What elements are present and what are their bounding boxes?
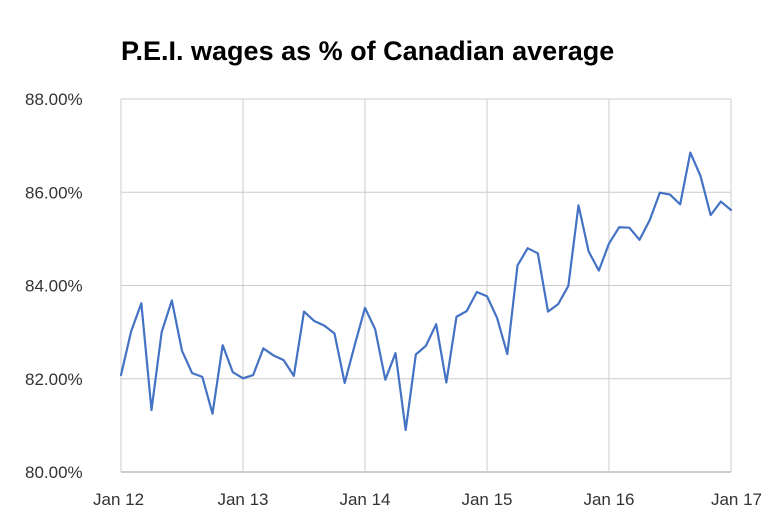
- y-axis-labels: 80.00% 82.00% 84.00% 86.00% 88.00%: [25, 90, 83, 482]
- x-tick-label: Jan 16: [583, 490, 634, 509]
- x-tick-label: Jan 15: [461, 490, 512, 509]
- x-axis-labels: Jan 12 Jan 13 Jan 14 Jan 15 Jan 16 Jan 17: [93, 490, 762, 509]
- x-tick-label: Jan 17: [711, 490, 762, 509]
- y-tick-label: 80.00%: [25, 463, 83, 482]
- x-tick-label: Jan 14: [339, 490, 390, 509]
- grid-lines: [120, 98, 732, 473]
- y-tick-label: 86.00%: [25, 183, 83, 202]
- series-line: [119, 151, 733, 432]
- x-tick-label: Jan 12: [93, 490, 144, 509]
- chart-title: P.E.I. wages as % of Canadian average: [121, 36, 615, 66]
- series-layer: [119, 151, 733, 432]
- x-tick-label: Jan 13: [217, 490, 268, 509]
- y-tick-label: 88.00%: [25, 90, 83, 109]
- y-tick-label: 82.00%: [25, 370, 83, 389]
- y-tick-label: 84.00%: [25, 277, 83, 296]
